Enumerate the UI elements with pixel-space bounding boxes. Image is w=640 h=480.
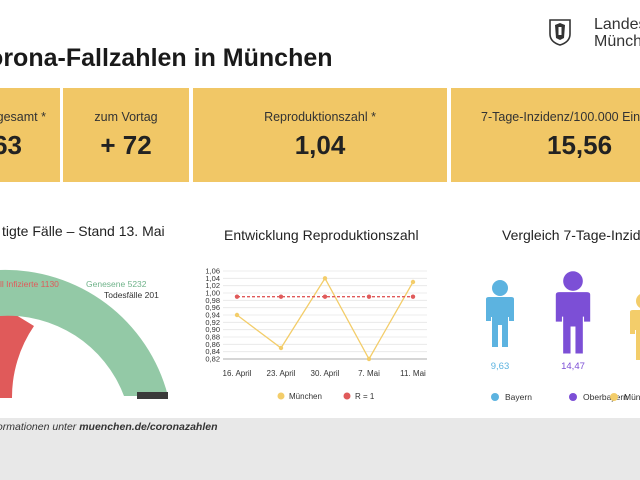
y-tick-label: 0,96: [205, 303, 220, 312]
legend-label: Bayern: [505, 392, 532, 402]
gauge-label-infected: ll Infizierte 1130: [0, 279, 59, 289]
kpi-label: zum Vortag: [94, 110, 158, 124]
kpi-previous-day: zum Vortag + 72: [63, 88, 189, 182]
legend-marker: [569, 393, 577, 401]
comparison-legend-item: Bayern: [491, 392, 532, 402]
kpi-label: 7-Tage-Inzidenz/100.000 Einw: [481, 110, 640, 124]
gauge-label-deaths: Todesfälle 201: [104, 290, 159, 300]
legend-label: Mün: [624, 392, 640, 402]
y-tick-label: 0,84: [205, 347, 220, 356]
data-point: [410, 279, 416, 285]
comparison-title: Vergleich 7-Tage-Inzide: [502, 227, 640, 243]
comparison-figure: [624, 287, 640, 367]
y-tick-label: 0,98: [205, 296, 220, 305]
data-point: [366, 294, 372, 299]
y-tick-label: 0,86: [205, 340, 220, 349]
y-tick-label: 1,02: [205, 281, 220, 290]
data-point: [410, 294, 416, 299]
comparison-legend-item: Mün: [610, 392, 640, 402]
page-title: Corona-Fallzahlen in München: [0, 44, 333, 72]
kpi-label: gesamt *: [0, 110, 46, 124]
kpi-value: 63: [0, 130, 22, 160]
x-tick-label: 23. April: [267, 369, 296, 378]
comparison-legend-item: Oberbayern: [569, 392, 628, 402]
y-tick-label: 1,04: [205, 274, 220, 283]
y-tick-label: 0,92: [205, 318, 220, 327]
legend-marker: [277, 392, 285, 400]
comparison-figure: [480, 279, 520, 349]
gauge-title: tigte Fälle – Stand 13. Mai: [2, 223, 165, 239]
series-line: [236, 277, 414, 361]
legend-label: München: [289, 392, 322, 401]
gauge-deaths-bar: [137, 392, 168, 399]
data-point: [278, 345, 284, 351]
reproduction-line-chart: 1,061,041,021,000,980,960,940,920,900,88…: [205, 267, 427, 401]
gauge-recovered-arc: [0, 305, 34, 398]
y-tick-label: 0,90: [205, 325, 220, 334]
legend-marker: [491, 393, 499, 401]
kpi-value: 15,56: [547, 130, 613, 160]
data-point: [322, 294, 328, 299]
kpi-total: gesamt * 63: [0, 88, 60, 182]
comparison-value: 14,47: [561, 361, 585, 372]
gauge-chart: [0, 269, 168, 399]
y-tick-label: 0,94: [205, 311, 220, 320]
y-tick-label: 1,06: [205, 267, 220, 276]
gauge-label-recovered: Genesene 5232: [86, 279, 147, 289]
footer-note-text: formationen unter: [0, 421, 80, 433]
data-point: [234, 312, 240, 318]
x-tick-label: 11. Mai: [400, 369, 426, 378]
logo-text: Landes Münch: [594, 16, 640, 50]
data-point: [234, 294, 240, 299]
person-icon: [555, 271, 591, 354]
kpi-label: Reproduktionszahl *: [264, 110, 376, 124]
chart-title: Entwicklung Reproduktionszahl: [224, 227, 419, 243]
legend-label: Oberbayern: [583, 392, 628, 402]
y-tick-label: 1,00: [205, 289, 220, 298]
data-point: [366, 356, 372, 362]
footer-link[interactable]: muenchen.de/coronazahlen: [79, 421, 218, 433]
y-tick-label: 0,82: [205, 355, 220, 364]
data-point: [278, 294, 284, 299]
footer-note: formationen unter muenchen.de/coronazahl…: [0, 421, 218, 433]
kpi-reproduction: Reproduktionszahl * 1,04: [193, 88, 447, 182]
kpi-incidence: 7-Tage-Inzidenz/100.000 Einw 15,56: [451, 88, 640, 182]
data-point: [322, 276, 328, 281]
person-icon: [486, 280, 514, 347]
kpi-value: 1,04: [294, 130, 346, 160]
comparison-value: 9,63: [490, 361, 510, 372]
legend-marker: [610, 393, 618, 401]
y-tick-label: 0,88: [205, 333, 220, 342]
kpi-value: + 72: [100, 130, 152, 160]
legend-marker: [343, 392, 351, 400]
x-tick-label: 7. Mai: [358, 369, 380, 378]
comparison-figure: [548, 270, 598, 356]
x-tick-label: 16. April: [223, 369, 252, 378]
person-icon: [630, 294, 640, 360]
legend-label: R = 1: [355, 392, 375, 401]
gauge-recovered-arc-main: [0, 269, 168, 396]
x-tick-label: 30. April: [311, 369, 340, 378]
footer-bar: [0, 418, 640, 480]
city-logo: [548, 18, 572, 51]
